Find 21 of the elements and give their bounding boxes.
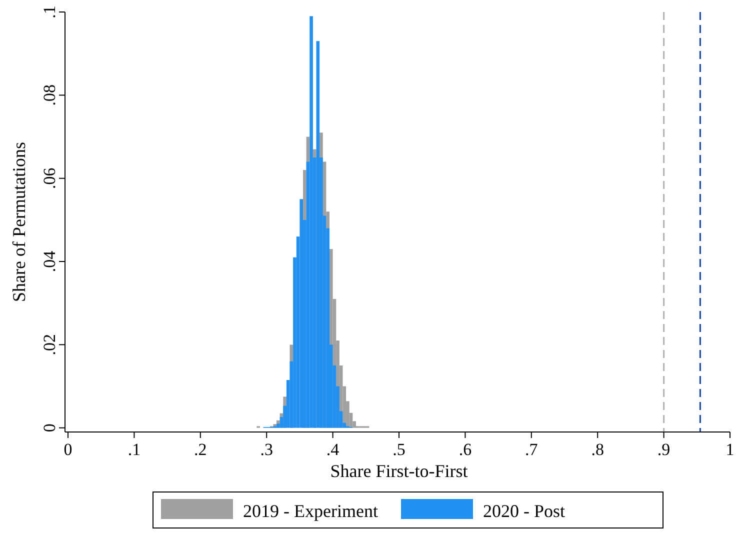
x-tick-label: .7 (525, 440, 538, 459)
x-tick-label: 1 (726, 440, 734, 459)
x-tick-label: .4 (326, 440, 340, 459)
x-tick-label: 0 (64, 440, 72, 459)
y-tick-label: .02 (40, 334, 59, 356)
x-tick-label: .1 (128, 440, 141, 459)
x-tick-label: .9 (657, 440, 670, 459)
y-tick-label: 0 (40, 424, 59, 432)
y-tick-label: .08 (40, 84, 59, 106)
x-tick-label: .3 (260, 440, 273, 459)
y-tick-label: .04 (40, 250, 59, 272)
legend-label: 2019 - Experiment (243, 501, 378, 521)
x-tick-label: .8 (591, 440, 604, 459)
y-axis-title: Share of Permutations (9, 142, 29, 302)
x-axis-title: Share First-to-First (330, 461, 468, 481)
x-tick-label: .2 (194, 440, 207, 459)
y-tick-label: .1 (40, 6, 59, 18)
legend-label: 2020 - Post (483, 501, 566, 521)
x-tick-label: .6 (458, 440, 472, 459)
x-tick-label: .5 (392, 440, 406, 459)
y-tick-label: .06 (40, 168, 59, 189)
